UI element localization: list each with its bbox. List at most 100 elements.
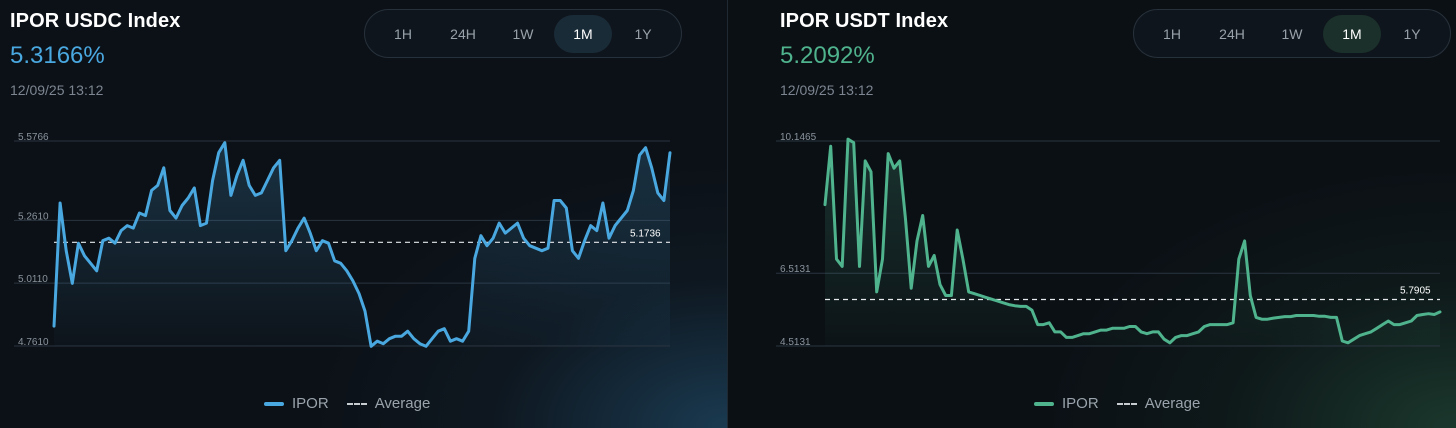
data-point xyxy=(53,325,55,327)
data-point xyxy=(1220,323,1222,325)
data-point xyxy=(419,343,421,345)
data-point xyxy=(1180,334,1182,336)
timeframe-1m-button[interactable]: 1M xyxy=(1323,14,1381,53)
panel-title: IPOR USDT Index xyxy=(780,10,949,32)
data-point xyxy=(1197,331,1199,333)
timeframe-24h-button[interactable]: 24H xyxy=(1203,15,1261,53)
data-point xyxy=(1019,305,1021,307)
timeframe-1m-button[interactable]: 1M xyxy=(554,14,612,53)
timeframe-24h-button[interactable]: 24H xyxy=(434,15,492,53)
data-point xyxy=(1077,334,1079,336)
data-point xyxy=(956,229,958,231)
data-point xyxy=(870,171,872,173)
data-point xyxy=(96,270,98,272)
timeframe-1h-button[interactable]: 1H xyxy=(374,15,432,53)
data-point xyxy=(120,229,122,231)
data-point xyxy=(1065,336,1067,338)
usdc-index-panel: IPOR USDC Index 5.3166% 12/09/25 13:12 1… xyxy=(0,0,728,428)
data-point xyxy=(1117,327,1119,329)
legend-item-ipor[interactable]: IPOR xyxy=(264,395,329,412)
data-point xyxy=(541,250,543,252)
data-point xyxy=(1295,314,1297,316)
data-point xyxy=(950,294,952,296)
data-point xyxy=(1128,325,1130,327)
data-point xyxy=(1037,323,1039,325)
data-point xyxy=(1209,323,1211,325)
data-point xyxy=(1387,320,1389,322)
legend-dash xyxy=(346,402,367,405)
data-point xyxy=(830,145,832,147)
data-point xyxy=(1002,302,1004,304)
data-point xyxy=(346,270,348,272)
data-point xyxy=(333,260,335,262)
data-point xyxy=(83,255,85,257)
timeframe-1w-button[interactable]: 1W xyxy=(494,15,552,53)
usdt-line-chart: 10.1465 6.5131 4.5131 5.7905 xyxy=(776,132,1442,348)
data-point xyxy=(1151,331,1153,333)
data-point xyxy=(608,237,610,239)
data-point xyxy=(211,179,213,181)
data-point xyxy=(1100,329,1102,331)
data-point xyxy=(1433,313,1435,315)
data-point xyxy=(577,257,579,259)
chart-legend: IPOR Average xyxy=(264,395,448,412)
data-point xyxy=(916,240,918,242)
data-point xyxy=(388,338,390,340)
data-point xyxy=(59,202,61,204)
data-point xyxy=(1054,331,1056,333)
data-point xyxy=(1358,334,1360,336)
data-point xyxy=(437,330,439,332)
legend-item-average[interactable]: Average xyxy=(346,395,430,412)
data-point xyxy=(1266,318,1268,320)
legend-item-ipor[interactable]: IPOR xyxy=(1034,395,1099,412)
data-point xyxy=(132,227,134,229)
data-point xyxy=(887,152,889,154)
data-point xyxy=(1157,331,1159,333)
data-point xyxy=(364,310,366,312)
data-point xyxy=(1163,338,1165,340)
data-point xyxy=(1123,327,1125,329)
data-point xyxy=(1215,323,1217,325)
data-point xyxy=(945,294,947,296)
data-point xyxy=(370,345,372,347)
data-point xyxy=(979,294,981,296)
data-point xyxy=(327,242,329,244)
timeframe-1h-button[interactable]: 1H xyxy=(1143,15,1201,53)
data-point xyxy=(138,212,140,214)
legend-item-average[interactable]: Average xyxy=(1116,395,1200,412)
y-tick-label: 5.2610 xyxy=(18,211,49,222)
data-point xyxy=(474,257,476,259)
timeframe-1w-button[interactable]: 1W xyxy=(1263,15,1321,53)
data-point xyxy=(962,258,964,260)
data-point xyxy=(614,224,616,226)
data-point xyxy=(1312,314,1314,316)
data-point xyxy=(939,283,941,285)
series-line xyxy=(823,137,1442,345)
data-point xyxy=(1330,316,1332,318)
data-point xyxy=(77,242,79,244)
data-point xyxy=(1169,342,1171,344)
data-point xyxy=(205,222,207,224)
timeframe-1y-button[interactable]: 1Y xyxy=(614,15,672,53)
data-point xyxy=(583,240,585,242)
timeframe-1y-button[interactable]: 1Y xyxy=(1383,15,1441,53)
usdt-index-panel: IPOR USDT Index 5.2092% 12/09/25 13:12 1… xyxy=(728,0,1456,428)
current-value: 5.3166% xyxy=(10,42,105,69)
data-point xyxy=(535,247,537,249)
legend-swatch xyxy=(1034,401,1054,406)
data-point xyxy=(340,262,342,264)
data-point xyxy=(352,280,354,282)
data-point xyxy=(1278,316,1280,318)
data-point xyxy=(260,192,262,194)
data-point xyxy=(242,159,244,161)
data-point xyxy=(303,217,305,219)
data-point xyxy=(1232,322,1234,324)
data-point xyxy=(382,343,384,345)
data-point xyxy=(991,298,993,300)
data-point xyxy=(1146,333,1148,335)
data-point xyxy=(193,187,195,189)
data-point xyxy=(468,330,470,332)
data-point xyxy=(904,218,906,220)
data-point xyxy=(1416,314,1418,316)
data-point xyxy=(522,237,524,239)
